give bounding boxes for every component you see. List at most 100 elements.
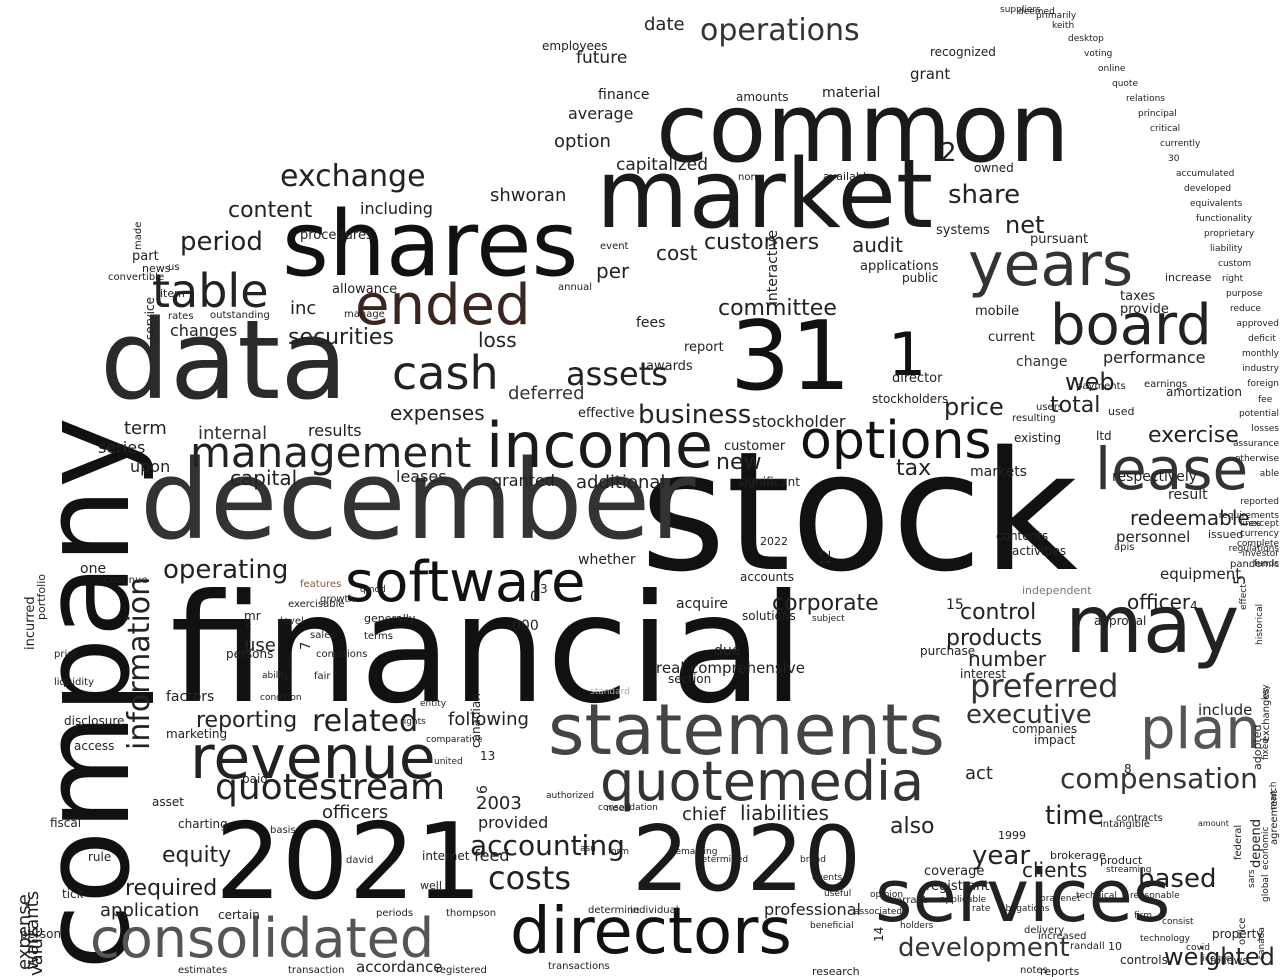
word-pursuant: pursuant: [1030, 232, 1089, 247]
word-activities: activities: [1012, 544, 1067, 558]
word-accounts: accounts: [740, 570, 795, 584]
word-customers: customers: [704, 230, 820, 255]
word-license: license: [1200, 954, 1232, 964]
word-options: options: [800, 411, 992, 471]
word-due: due: [714, 643, 741, 659]
word-randall: randall: [1070, 941, 1105, 952]
word-currently: currently: [1160, 139, 1201, 149]
word-coverage: coverage: [924, 864, 985, 879]
word-assurance: assurance: [1232, 439, 1279, 449]
word-audit: audit: [852, 233, 904, 257]
word-apis: apis: [1114, 542, 1135, 553]
word-transactions: transactions: [548, 961, 610, 972]
word-event: event: [600, 241, 629, 252]
word-real: real: [656, 659, 685, 677]
word-federal: federal: [1233, 824, 1244, 860]
word-tick: tick: [62, 887, 84, 901]
word-fixed: fixed: [1261, 738, 1271, 760]
word-asset: asset: [152, 795, 184, 809]
word-capitalized: capitalized: [616, 155, 708, 175]
word-act: act: [965, 763, 993, 784]
word-approval: approval: [1094, 614, 1147, 628]
word-principal: principal: [1138, 109, 1177, 119]
word-director: director: [892, 371, 943, 386]
word-available: available: [823, 170, 873, 183]
word-outstanding: outstanding: [210, 310, 270, 321]
word-subject: subject: [812, 614, 845, 624]
word-continue: continue: [104, 575, 148, 586]
word-resulting: resulting: [1012, 413, 1056, 424]
word-board: board: [1050, 293, 1212, 358]
word-holders: holders: [900, 921, 934, 931]
word-loss: loss: [478, 328, 517, 352]
word-property: property: [1212, 927, 1264, 941]
word-liquidity: liquidity: [54, 677, 94, 688]
word-reporting: reporting: [196, 708, 298, 733]
word-committee: committee: [718, 296, 837, 321]
word-marketing: marketing: [166, 727, 228, 741]
word-deferred: deferred: [508, 383, 585, 404]
word-public: public: [902, 271, 939, 285]
word-consist: consist: [1162, 917, 1194, 927]
word-purpose: purpose: [1226, 289, 1263, 299]
word-access: access: [74, 739, 115, 753]
word-systems: systems: [936, 223, 990, 238]
word-relations: relations: [1126, 94, 1165, 104]
word-shworan: shworan: [490, 185, 567, 206]
word-earnings: earnings: [1144, 379, 1188, 390]
word-convertible: convertible: [108, 272, 165, 283]
word-effective: effective: [578, 406, 635, 421]
word-term: term: [124, 418, 167, 439]
word-expenses: expenses: [390, 401, 485, 425]
word-customer: customer: [724, 439, 786, 454]
word-30: 30: [1168, 154, 1180, 164]
word-owned: owned: [974, 161, 1014, 175]
word-average: average: [568, 104, 634, 123]
word-accounting: accounting: [470, 829, 625, 862]
word-existing: existing: [1014, 431, 1062, 445]
word-assets: assets: [566, 355, 668, 393]
word-part: part: [132, 249, 159, 264]
word-1999: 1999: [998, 829, 1026, 842]
word-regulations: regulations: [1228, 544, 1279, 554]
word-fee: fee: [1258, 395, 1273, 405]
word-service: service: [143, 297, 157, 340]
word-interactive: interactive: [765, 229, 781, 305]
word-industry: industry: [1242, 364, 1279, 374]
word-10: 10: [1108, 940, 1122, 953]
word-ended: ended: [355, 273, 531, 338]
word-authorized: authorized: [546, 791, 595, 801]
word-15: 15: [946, 597, 964, 613]
word-increase: increase: [1165, 271, 1212, 284]
word-associated: associated: [854, 907, 903, 917]
word-net: net: [1005, 211, 1045, 239]
word-2021: 2021: [215, 801, 483, 923]
word-issued: issued: [1208, 528, 1244, 541]
word-number: number: [968, 647, 1047, 671]
word-information: information: [122, 576, 157, 750]
word-000: 000: [512, 618, 539, 634]
word-requirements: requirements: [1218, 511, 1279, 521]
word-reasonable: reasonable: [1130, 891, 1180, 901]
word-foreign: foreign: [1247, 379, 1279, 389]
word-delivery: delivery: [1024, 925, 1065, 936]
word-consolidated: consolidated: [90, 907, 435, 970]
word-include: include: [1198, 701, 1253, 719]
word-application: application: [100, 900, 200, 921]
word-fair: fair: [314, 671, 331, 682]
word-officers: officers: [322, 802, 389, 823]
word-keith: keith: [1052, 21, 1075, 31]
word-custom: custom: [1218, 259, 1252, 269]
word-proprietary: proprietary: [1204, 229, 1255, 239]
word-office: office: [1237, 917, 1248, 945]
word-reported: reported: [1240, 497, 1279, 507]
word-feed: feed: [474, 846, 510, 865]
word-accordance: accordance: [356, 958, 443, 976]
word-1: 1: [888, 320, 927, 390]
word-weighted: weighted: [1164, 943, 1275, 971]
word-recognized: recognized: [930, 45, 996, 59]
word-non: non: [738, 172, 757, 183]
word-taxes: taxes: [1120, 289, 1156, 304]
word-share: share: [948, 180, 1021, 210]
word-obligations: obligations: [1000, 904, 1050, 914]
